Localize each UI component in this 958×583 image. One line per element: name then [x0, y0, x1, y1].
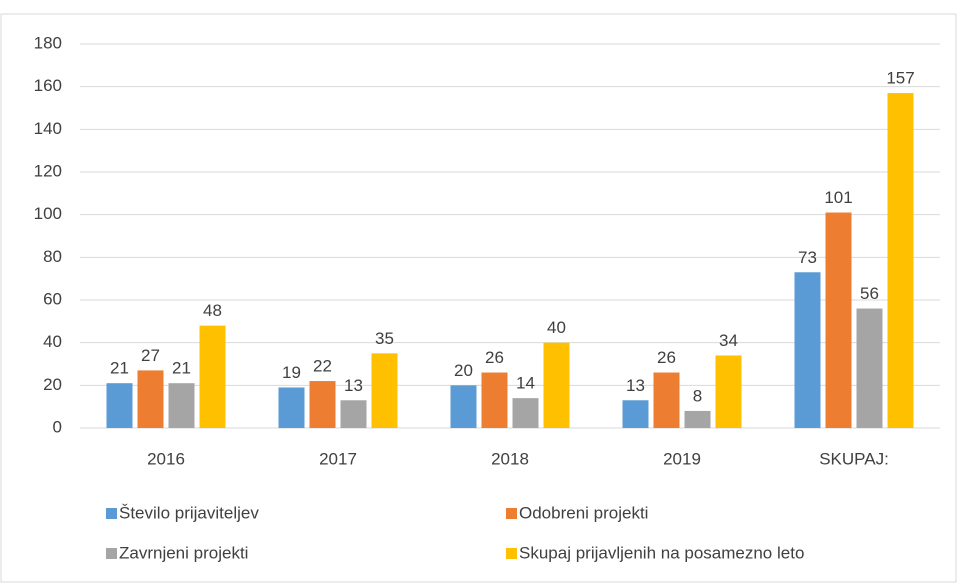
bar: [684, 410, 711, 428]
bar: [856, 308, 883, 428]
value-label: 26: [485, 348, 504, 367]
bar: [278, 387, 305, 428]
value-label: 34: [719, 331, 738, 350]
bar: [309, 381, 336, 428]
bar: [168, 383, 195, 428]
value-label: 22: [313, 357, 332, 376]
x-tick-label: 2017: [319, 449, 357, 468]
bar: [340, 400, 367, 428]
legend-label: Število prijaviteljev: [119, 503, 259, 522]
value-label: 14: [516, 374, 535, 393]
value-label: 101: [824, 188, 852, 207]
legend-swatch: [506, 508, 517, 519]
value-label: 157: [886, 69, 914, 88]
y-tick-label: 80: [43, 247, 62, 266]
legend-swatch: [106, 548, 117, 559]
bar: [137, 370, 164, 428]
legend-swatch: [506, 548, 517, 559]
value-label: 19: [282, 363, 301, 382]
value-label: 20: [454, 361, 473, 380]
y-tick-label: 60: [43, 289, 62, 308]
value-label: 73: [798, 248, 817, 267]
value-label: 48: [203, 301, 222, 320]
bar: [481, 372, 508, 428]
value-label: 26: [657, 348, 676, 367]
y-tick-label: 140: [34, 119, 62, 138]
bar: [543, 342, 570, 428]
y-tick-label: 40: [43, 332, 62, 351]
bar: [199, 325, 226, 428]
value-label: 35: [375, 329, 394, 348]
x-tick-label: 2018: [491, 449, 529, 468]
y-tick-label: 120: [34, 161, 62, 180]
x-tick-label: 2019: [663, 449, 701, 468]
value-label: 13: [344, 376, 363, 395]
bar: [794, 272, 821, 428]
bar: [653, 372, 680, 428]
bar: [887, 93, 914, 429]
x-tick-label: SKUPAJ:: [819, 449, 889, 468]
y-tick-label: 160: [34, 76, 62, 95]
bar: [371, 353, 398, 428]
bar: [512, 398, 539, 428]
legend-label: Zavrnjeni projekti: [119, 543, 248, 562]
value-label: 13: [626, 376, 645, 395]
value-label: 8: [693, 386, 702, 405]
legend-label: Skupaj prijavljenih na posamezno leto: [519, 543, 804, 562]
bar: [715, 355, 742, 428]
x-tick-label: 2016: [147, 449, 185, 468]
y-tick-label: 0: [53, 417, 62, 436]
value-label: 21: [172, 359, 191, 378]
y-tick-label: 100: [34, 204, 62, 223]
legend-swatch: [106, 508, 117, 519]
bar: [106, 383, 133, 428]
value-label: 56: [860, 284, 879, 303]
value-label: 27: [141, 346, 160, 365]
bar: [450, 385, 477, 428]
y-tick-label: 180: [34, 33, 62, 52]
bar: [622, 400, 649, 428]
bar: [825, 212, 852, 428]
value-label: 40: [547, 318, 566, 337]
y-tick-label: 20: [43, 375, 62, 394]
legend-label: Odobreni projekti: [519, 503, 648, 522]
value-label: 21: [110, 359, 129, 378]
